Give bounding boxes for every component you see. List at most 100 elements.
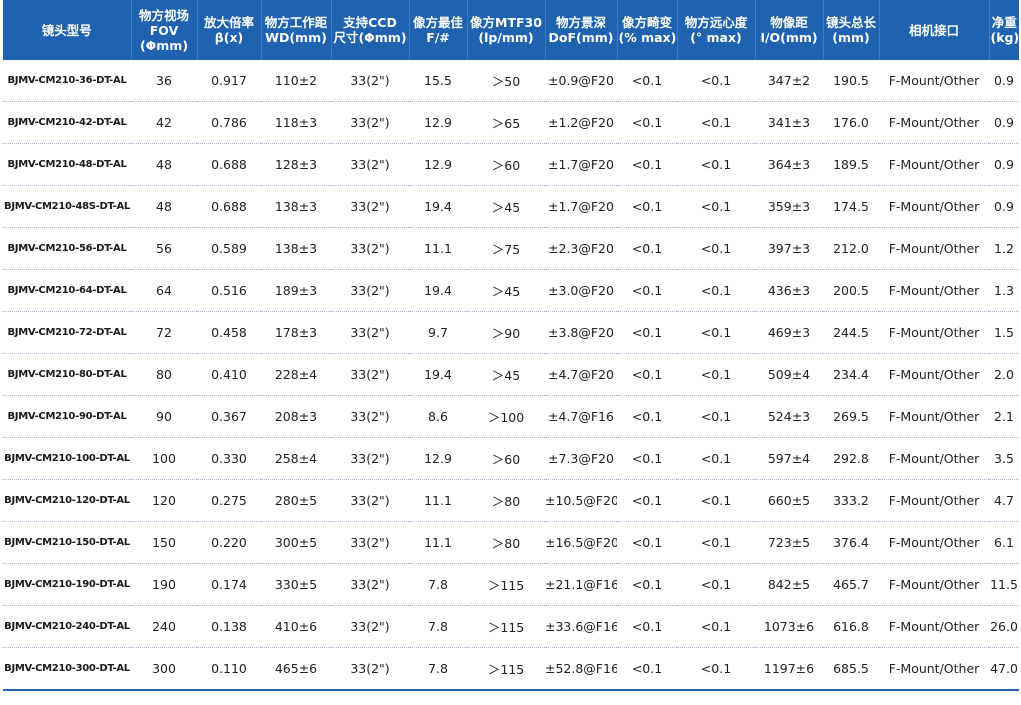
table-cell: <0.1 bbox=[617, 143, 677, 186]
table-cell: 0.516 bbox=[197, 269, 261, 312]
column-header-line: (mm) bbox=[832, 30, 870, 45]
table-cell: ＞75 bbox=[467, 227, 545, 270]
table-cell: 469±3 bbox=[755, 311, 823, 354]
table-row: BJMV-CM210-42-DT-AL 42 0.786 118±3 33(2") 12.… bbox=[3, 101, 1019, 144]
table-cell: 0.9 bbox=[989, 60, 1019, 102]
column-header-line: DoF(mm) bbox=[548, 30, 614, 45]
table-cell: <0.1 bbox=[677, 311, 755, 354]
column-header-line: 尺寸(Φmm) bbox=[333, 30, 407, 45]
table-cell: 189±3 bbox=[261, 269, 331, 312]
table-cell: 90 bbox=[131, 395, 197, 438]
table-cell: <0.1 bbox=[617, 311, 677, 354]
table-row: BJMV-CM210-48S-DT-AL 48 0.688 138±3 33(2") 19… bbox=[3, 185, 1019, 228]
column-header-line: (lp/mm) bbox=[478, 30, 534, 45]
table-cell: F-Mount/Other bbox=[879, 311, 989, 354]
table-cell: 292.8 bbox=[823, 437, 879, 480]
table-row: BJMV-CM210-64-DT-AL 64 0.516 189±3 33(2") 19.… bbox=[3, 269, 1019, 312]
table-cell: 7.8 bbox=[409, 605, 467, 648]
table-cell: 33(2") bbox=[331, 311, 409, 354]
table-cell: 33(2") bbox=[331, 227, 409, 270]
table-cell: ＞50 bbox=[467, 60, 545, 102]
table-cell: <0.1 bbox=[617, 437, 677, 480]
column-header-line: 物方远心度 bbox=[684, 15, 748, 30]
table-row: BJMV-CM210-56-DT-AL 56 0.589 138±3 33(2") 11.… bbox=[3, 227, 1019, 270]
table-cell: ＞100 bbox=[467, 395, 545, 438]
column-header-line: 净重 bbox=[991, 15, 1017, 30]
table-cell: ＞115 bbox=[467, 563, 545, 606]
model-cell: BJMV-CM210-48-DT-AL bbox=[3, 143, 131, 186]
table-cell: <0.1 bbox=[677, 437, 755, 480]
table-cell: ＞45 bbox=[467, 269, 545, 312]
table-cell: 0.589 bbox=[197, 227, 261, 270]
model-cell: BJMV-CM210-190-DT-AL bbox=[3, 563, 131, 606]
column-header-line: 物方视场 bbox=[138, 7, 189, 23]
column-header: 镜头型号 bbox=[3, 0, 132, 60]
column-header-line: 物方工作距 bbox=[264, 15, 328, 30]
table-row: BJMV-CM210-120-DT-AL 120 0.275 280±5 33(2") 1… bbox=[3, 479, 1019, 522]
column-header-line: (° max) bbox=[690, 30, 742, 45]
table-cell: ±7.3@F20 bbox=[545, 437, 617, 480]
column-header-line: 物方景深 bbox=[555, 15, 606, 30]
table-cell: <0.1 bbox=[677, 353, 755, 396]
table-cell: 190.5 bbox=[823, 60, 879, 102]
table-cell: ±33.6@F16 bbox=[545, 605, 617, 648]
table-cell: <0.1 bbox=[617, 563, 677, 606]
table-cell: 842±5 bbox=[755, 563, 823, 606]
table-cell: 8.6 bbox=[409, 395, 467, 438]
table-cell: 397±3 bbox=[755, 227, 823, 270]
table-cell: 524±3 bbox=[755, 395, 823, 438]
table-cell: 33(2") bbox=[331, 647, 409, 691]
table-cell: 208±3 bbox=[261, 395, 331, 438]
table-cell: 347±2 bbox=[755, 60, 823, 102]
table-cell: 1197±6 bbox=[755, 647, 823, 691]
column-header-line: (% max) bbox=[618, 30, 677, 45]
table-cell: 465.7 bbox=[823, 563, 879, 606]
column-header-line: 镜头总长 bbox=[825, 15, 876, 30]
table-header: 镜头型号 物方视场 FOV (Φmm) 放大倍率 β(x) 物方工作距 WD(mm) 支持CCD… bbox=[3, 0, 1019, 60]
table-cell: 33(2") bbox=[331, 269, 409, 312]
table-cell: <0.1 bbox=[677, 60, 755, 102]
table-cell: <0.1 bbox=[677, 521, 755, 564]
table-cell: 33(2") bbox=[331, 353, 409, 396]
table-cell: 509±4 bbox=[755, 353, 823, 396]
table-cell: <0.1 bbox=[677, 563, 755, 606]
table-cell: 269.5 bbox=[823, 395, 879, 438]
table-cell: ＞80 bbox=[467, 521, 545, 564]
table-cell: 0.458 bbox=[197, 311, 261, 354]
table-cell: 228±4 bbox=[261, 353, 331, 396]
table-cell: F-Mount/Other bbox=[879, 437, 989, 480]
table-cell: 0.330 bbox=[197, 437, 261, 480]
table-cell: ±0.9@F20 bbox=[545, 60, 617, 102]
table-cell: 7.8 bbox=[409, 647, 467, 691]
table-cell: 0.688 bbox=[197, 185, 261, 228]
table-cell: ＞115 bbox=[467, 605, 545, 648]
table-cell: 189.5 bbox=[823, 143, 879, 186]
table-cell: ±3.8@F20 bbox=[545, 311, 617, 354]
table-cell: 0.275 bbox=[197, 479, 261, 522]
table-cell: 200.5 bbox=[823, 269, 879, 312]
table-cell: 258±4 bbox=[261, 437, 331, 480]
table-cell: 330±5 bbox=[261, 563, 331, 606]
model-cell: BJMV-CM210-42-DT-AL bbox=[3, 101, 131, 144]
table-cell: 376.4 bbox=[823, 521, 879, 564]
table-cell: 19.4 bbox=[409, 185, 467, 228]
column-header: 物像距 I/O(mm) bbox=[755, 0, 824, 60]
column-header-line: 放大倍率 bbox=[203, 15, 254, 30]
table-cell: <0.1 bbox=[677, 479, 755, 522]
column-header-line: 镜头型号 bbox=[41, 22, 92, 38]
table-cell: <0.1 bbox=[617, 521, 677, 564]
table-cell: 212.0 bbox=[823, 227, 879, 270]
column-header-line: WD(mm) bbox=[265, 30, 327, 45]
table-cell: 7.8 bbox=[409, 563, 467, 606]
table-cell: 120 bbox=[131, 479, 197, 522]
table-cell: 33(2") bbox=[331, 60, 409, 102]
table-row: BJMV-CM210-150-DT-AL 150 0.220 300±5 33(2") 1… bbox=[3, 521, 1019, 564]
table-row: BJMV-CM210-80-DT-AL 80 0.410 228±4 33(2") 19.… bbox=[3, 353, 1019, 396]
table-cell: ±3.0@F20 bbox=[545, 269, 617, 312]
table-cell: 11.1 bbox=[409, 227, 467, 270]
table-cell: 19.4 bbox=[409, 353, 467, 396]
table-cell: 100 bbox=[131, 437, 197, 480]
table-cell: 56 bbox=[131, 227, 197, 270]
table-cell: F-Mount/Other bbox=[879, 521, 989, 564]
